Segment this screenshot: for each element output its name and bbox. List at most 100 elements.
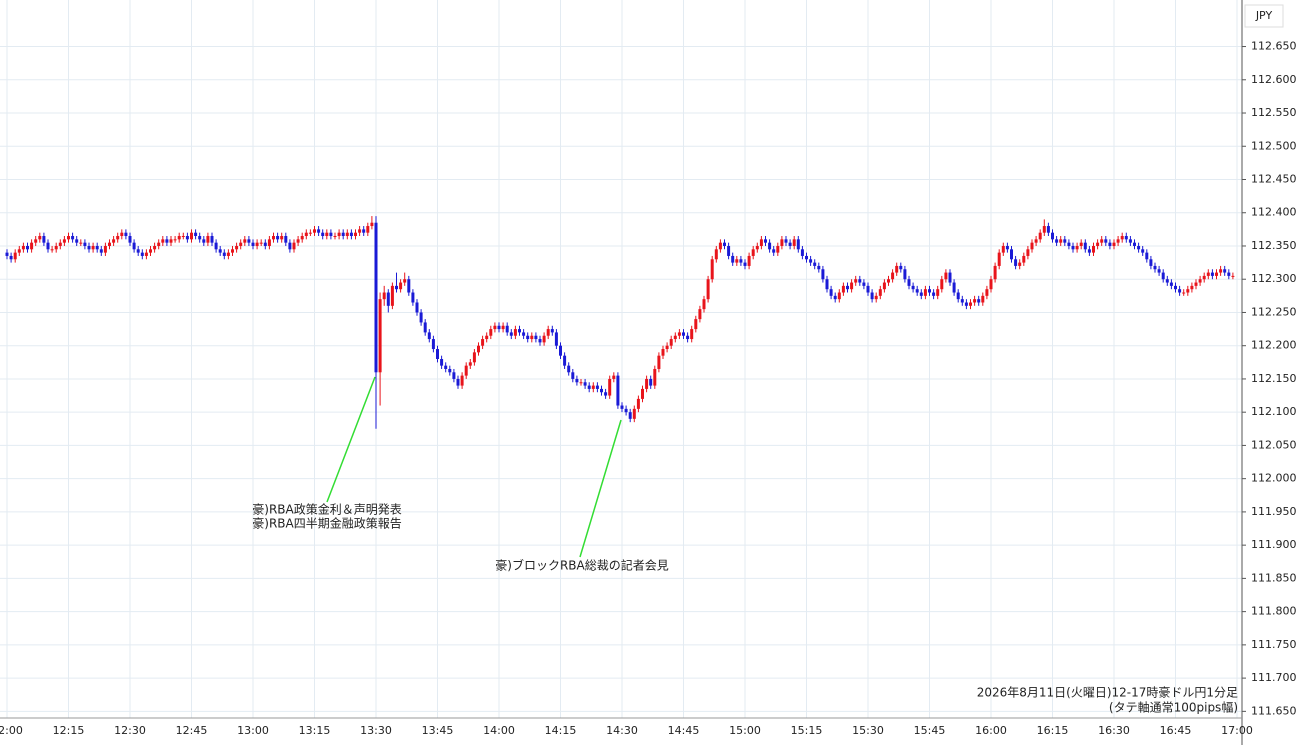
candle-body	[1022, 255, 1026, 263]
candle-body	[448, 368, 452, 373]
annotation: 豪)ブロックRBA総裁の記者会見	[495, 558, 668, 573]
candle-body	[472, 352, 476, 363]
candle-body	[1149, 259, 1153, 266]
grid	[0, 0, 1242, 718]
y-tick-label: 111.950	[1251, 505, 1297, 518]
candle-body	[739, 259, 743, 263]
candle-body	[1038, 232, 1042, 240]
y-tick-label: 112.650	[1251, 40, 1297, 53]
candle-body	[919, 292, 923, 296]
candle-body	[969, 302, 972, 306]
y-tick-label: 112.450	[1251, 173, 1297, 186]
x-tick-label: 14:45	[668, 724, 700, 737]
candle-body	[50, 249, 54, 251]
candle-body	[9, 255, 13, 260]
candle-body	[485, 335, 489, 340]
candle-body	[1067, 242, 1071, 246]
candle-body	[431, 339, 435, 350]
candle-body	[616, 375, 620, 406]
candle-body	[612, 375, 616, 379]
candle-body	[1026, 249, 1030, 256]
candle-body	[776, 245, 780, 253]
candle-body	[1128, 239, 1132, 243]
annotation: 豪)RBA政策金利＆声明発表	[252, 502, 401, 517]
candle-body	[1010, 249, 1013, 260]
candle-body	[870, 292, 874, 300]
candle-body	[723, 242, 726, 246]
candle-body	[632, 408, 636, 419]
candle-body	[272, 236, 275, 240]
candle-body	[800, 249, 804, 256]
candle-body	[382, 292, 386, 300]
candle-body	[784, 239, 788, 243]
candle-body	[759, 239, 763, 246]
y-tick-label: 112.550	[1251, 106, 1297, 119]
x-tick-label: 16:15	[1037, 724, 1069, 737]
candle-body	[575, 378, 579, 383]
candle-body	[378, 299, 382, 373]
candle-body	[300, 236, 304, 240]
candle-body	[337, 232, 341, 237]
x-tick-label: 13:45	[422, 724, 454, 737]
candle-body	[698, 309, 702, 320]
candle-body	[952, 282, 956, 293]
annotation-line	[326, 376, 376, 503]
candle-body	[1202, 275, 1206, 280]
candle-body	[1087, 249, 1091, 253]
candle-body	[501, 325, 505, 330]
candle-body	[218, 249, 222, 253]
candle-body	[247, 239, 251, 243]
candle-body	[370, 222, 374, 227]
candle-body	[522, 332, 526, 336]
candle-body	[702, 299, 706, 310]
candle-body	[546, 329, 550, 336]
candle-body	[181, 236, 185, 238]
candle-body	[809, 259, 813, 263]
candle-body	[214, 242, 218, 250]
candle-body	[505, 325, 509, 333]
candle-body	[645, 378, 649, 389]
candle-body	[259, 242, 263, 244]
candle-body	[173, 239, 177, 241]
candle-body	[714, 249, 718, 260]
candle-body	[530, 335, 534, 340]
candle-body	[1178, 289, 1182, 293]
candle-body	[1046, 226, 1050, 233]
candle-body	[185, 236, 189, 240]
candle-body	[747, 255, 751, 266]
candle-body	[198, 236, 202, 240]
candle-body	[682, 332, 685, 336]
candle-body	[321, 232, 325, 237]
candle-body	[153, 245, 157, 250]
candle-body	[1005, 245, 1009, 250]
candle-body	[13, 252, 17, 260]
candle-body	[419, 312, 423, 323]
candle-body	[595, 385, 599, 389]
candle-body	[42, 236, 46, 243]
candle-body	[112, 239, 116, 243]
candle-body	[1165, 279, 1169, 283]
candle-body	[1042, 226, 1046, 233]
candle-body	[161, 239, 165, 243]
candle-body	[727, 245, 731, 256]
candle-body	[452, 372, 456, 379]
candle-body	[415, 302, 419, 313]
annotation-line	[579, 419, 622, 558]
candle-body	[349, 232, 353, 237]
candle-body	[805, 255, 808, 260]
x-tick-label: 15:45	[914, 724, 946, 737]
candle-body	[567, 365, 571, 373]
candle-body	[1157, 269, 1161, 273]
candle-body	[706, 279, 710, 300]
candle-body	[366, 226, 370, 233]
candle-body	[329, 232, 333, 237]
candle-body	[1124, 236, 1128, 240]
candle-body	[1075, 245, 1079, 250]
candle-body	[579, 382, 583, 384]
y-tick-label: 112.000	[1251, 472, 1297, 485]
candle-body	[755, 245, 759, 250]
candle-body	[813, 262, 817, 266]
candle-body	[87, 245, 91, 250]
candle-body	[423, 322, 427, 333]
candle-body	[538, 339, 542, 343]
